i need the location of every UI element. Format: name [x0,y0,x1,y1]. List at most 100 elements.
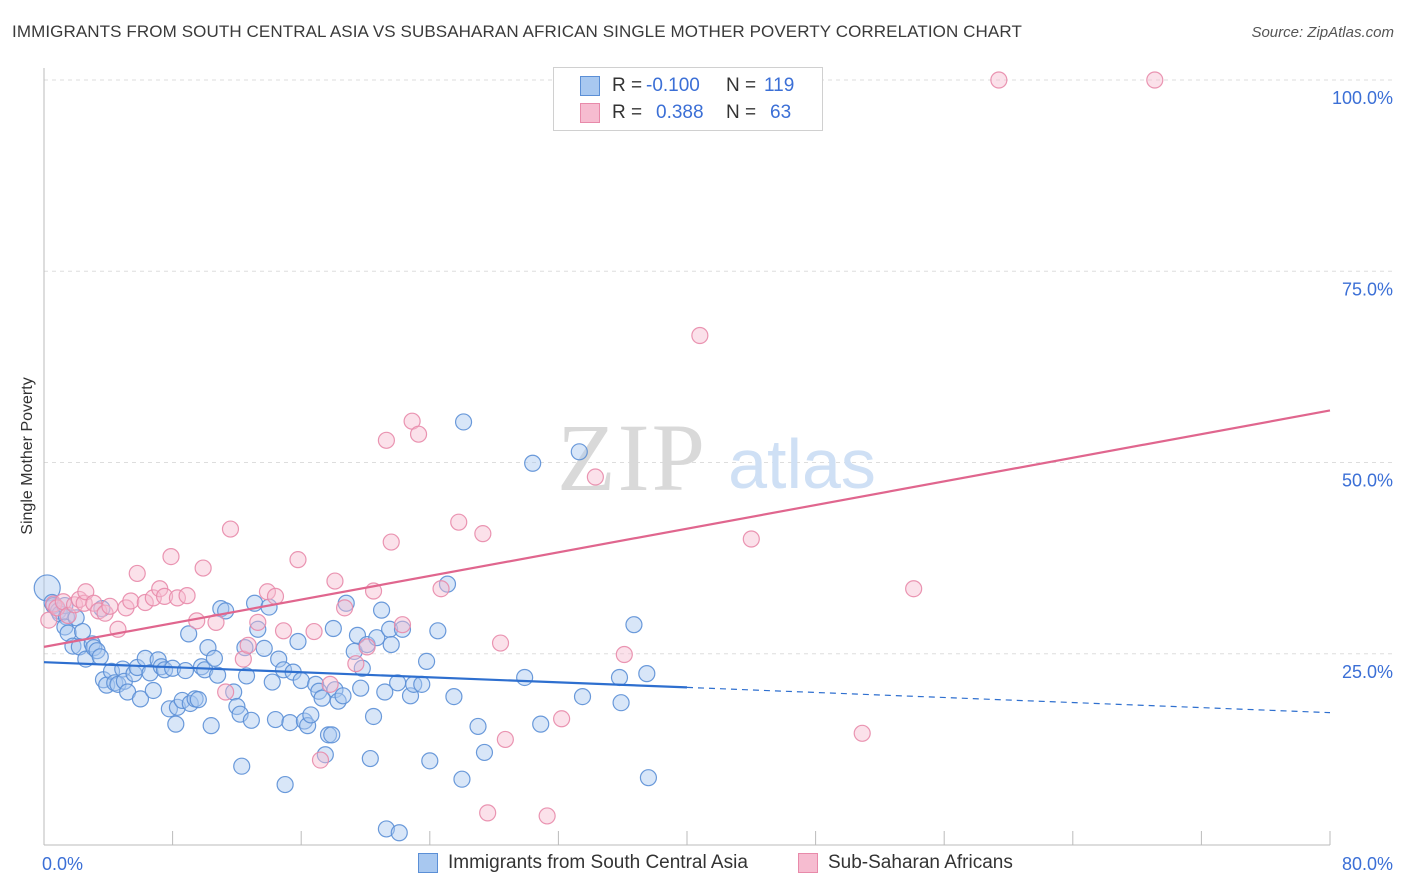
data-point [334,687,352,705]
trend-lines [43,409,1331,714]
data-point [361,749,379,768]
data-point [336,599,354,617]
legend-label-immigrants: Immigrants from South Central Asia [448,852,748,873]
data-point [313,689,331,707]
series-subsaharan-points [40,71,1164,825]
data-point [553,710,571,728]
data-point [281,713,299,732]
data-point [376,683,394,701]
data-point [249,620,267,638]
data-point [364,707,383,726]
r-label: R = [612,75,643,96]
data-point [324,619,342,638]
data-point [377,431,395,449]
data-point [639,769,658,787]
data-point [377,820,395,838]
data-point [612,694,630,712]
data-point [853,724,871,742]
y-tick-label: 50.0% [1342,471,1393,491]
r-value: -0.100 [646,75,700,96]
data-point [742,530,760,548]
data-point [615,645,633,664]
legend-row-immigrants: R = -0.100 N = 119 [554,73,794,99]
data-point [192,658,211,676]
data-point [321,675,339,693]
data-point [221,520,240,538]
trend-line-subsaharan [43,409,1331,648]
legend-swatch-blue [418,853,438,873]
data-point [128,564,146,583]
data-point [180,625,198,643]
data-point [176,661,195,680]
data-point [292,671,310,690]
legend-label-subsaharan: Sub-Saharan Africans [828,852,1013,873]
trend-line-immigrants [43,661,688,689]
data-point [209,666,227,684]
data-point [205,649,223,667]
data-point [326,572,344,590]
watermark: ZIP atlas [557,404,876,511]
n-value: 63 [770,102,792,123]
data-point [358,638,376,656]
watermark-zip: ZIP [557,404,707,511]
source-credit: Source: ZipAtlas.com [1251,24,1394,41]
r-label: R = [612,102,643,123]
data-point [263,673,281,691]
data-point [413,675,431,693]
data-point [101,597,119,615]
chart-title: IMMIGRANTS FROM SOUTH CENTRAL ASIA VS SU… [12,22,1022,41]
data-point [59,606,77,625]
data-point [524,454,542,472]
correlation-legend: R = -0.100 N = 119 R = 0.388 N = 63 [553,67,823,131]
data-point [479,804,497,822]
n-label: N = [726,75,757,96]
data-point [299,717,317,735]
data-point [691,326,709,345]
r-value: 0.388 [656,102,704,123]
data-point [155,587,174,605]
data-point [194,559,212,577]
data-point [382,533,400,551]
data-point [233,757,251,775]
data-point [1146,71,1164,89]
data-point [289,632,307,651]
data-point [316,746,334,764]
data-point [162,547,180,566]
data-point [181,694,199,713]
data-point [270,650,288,668]
data-point [352,679,370,697]
data-point [266,710,285,729]
watermark-atlas: atlas [728,425,876,503]
y-tick-label: 75.0% [1342,279,1393,299]
x-tick-label: 80.0% [1342,854,1393,874]
data-point [167,715,185,733]
data-point [453,770,471,788]
data-point [189,691,207,709]
data-point [990,71,1008,89]
legend-row-subsaharan: R = 0.388 N = 63 [554,100,791,126]
legend-item-subsaharan[interactable]: Sub-Saharan Africans [798,852,1013,874]
data-point [454,413,473,431]
data-point [305,622,323,641]
data-point [417,652,436,671]
data-point [302,706,320,724]
data-point [239,636,257,654]
data-point [91,648,109,666]
data-point [382,635,400,654]
data-point [450,513,468,531]
data-point [393,616,412,634]
data-point [432,580,450,598]
data-point [372,601,391,619]
data-point [638,665,656,683]
data-point [85,639,103,657]
data-point [538,807,556,825]
axes [43,68,1331,846]
data-point [144,681,162,700]
data-point [409,425,428,443]
data-point [242,711,260,729]
legend-item-immigrants[interactable]: Immigrants from South Central Asia [418,852,748,874]
data-point [136,593,154,612]
data-point [122,592,140,610]
data-point [40,611,58,629]
data-point [295,712,314,730]
